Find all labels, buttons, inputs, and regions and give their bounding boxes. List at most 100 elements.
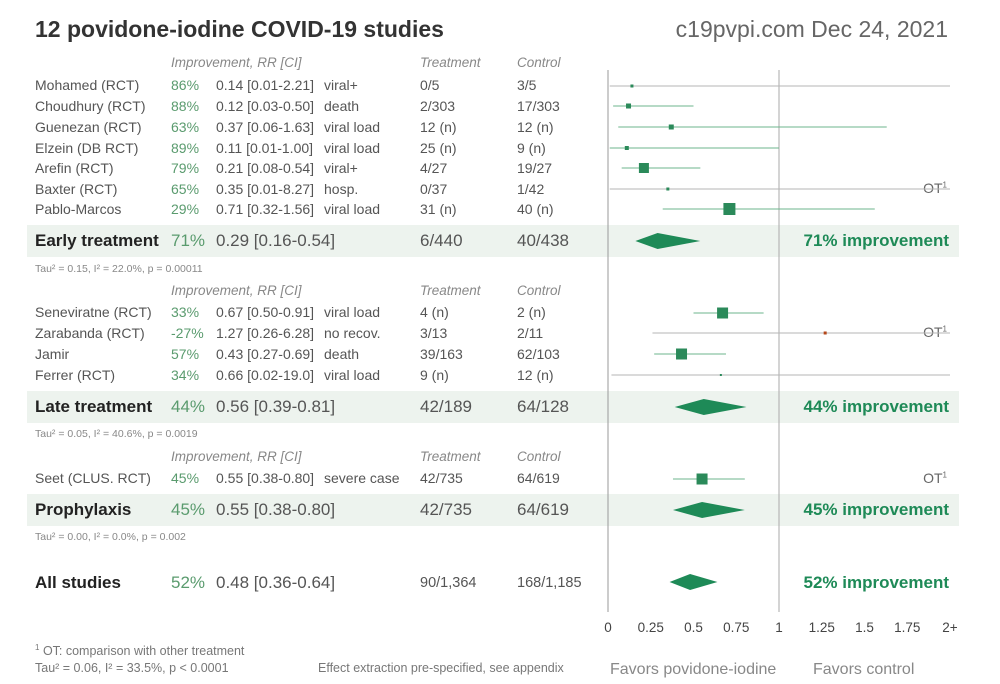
study-marker [630,84,634,88]
summary-improvement: 71% [171,231,206,250]
study-treatment: 0/37 [420,181,448,197]
table-row: Pablo-Marcos 29% 0.71 [0.32-1.56] viral … [0,199,1000,220]
col-header-treatment: Treatment [420,449,481,464]
study-improvement: -27% [171,325,204,341]
study-rr: 1.27 [0.26-6.28] [216,325,315,341]
study-marker [668,124,674,130]
study-rr: 0.71 [0.32-1.56] [216,201,315,217]
summary-band [27,494,959,526]
summary-diamond [672,502,745,518]
study-rr: 0.14 [0.01-2.21] [216,77,315,93]
x-tick-label: 2+ [942,620,958,635]
favors-treatment-label: Favors povidone-iodine [610,661,777,678]
study-outcome: viral load [324,201,381,217]
table-row: Elzein (DB RCT) 89% 0.11 [0.01-1.00] vir… [0,138,1000,159]
study-treatment: 3/13 [420,325,448,341]
heterogeneity-stats: Tau² = 0.05, I² = 40.6%, p = 0.0019 [35,428,198,440]
ot-marker-text: OT [923,324,943,340]
study-name: Elzein (DB RCT) [35,140,139,156]
study-control: 2 (n) [517,304,546,320]
study-marker [666,187,670,191]
page-title: 12 povidone-iodine COVID-19 studies [35,16,444,42]
summary-rr: 0.48 [0.36-0.64] [216,573,336,592]
study-control: 3/5 [517,77,537,93]
study-treatment: 9 (n) [420,367,449,383]
table-row: Seet (CLUS. RCT) 45% 0.55 [0.38-0.80] se… [0,468,1000,489]
study-treatment: 39/163 [420,346,463,362]
study-marker [626,103,632,109]
table-row: Guenezan (RCT) 63% 0.37 [0.06-1.63] vira… [0,117,1000,138]
summary-row-early: Early treatment 71% 0.29 [0.16-0.54] 6/4… [0,225,1000,257]
study-marker [638,163,649,173]
study-improvement: 88% [171,98,200,114]
study-outcome: viral load [324,367,381,383]
summary-improvement: 44% [171,397,206,416]
study-rr: 0.37 [0.06-1.63] [216,119,315,135]
ot-marker-text: OT [923,470,943,486]
study-outcome: viral load [324,304,381,320]
study-control: 17/303 [517,98,560,114]
favors-control-label: Favors control [813,661,915,678]
summary-improvement: 45% [171,500,206,519]
study-treatment: 31 (n) [420,201,457,217]
table-row: Seneviratne (RCT) 33% 0.67 [0.50-0.91] v… [0,302,1000,323]
study-marker [717,307,729,319]
study-outcome: viral+ [324,160,358,176]
study-rr: 0.55 [0.38-0.80] [216,470,315,486]
study-control: 40 (n) [517,201,554,217]
summary-name: Early treatment [35,231,159,250]
study-marker [823,331,827,335]
study-improvement: 34% [171,367,200,383]
table-row: Choudhury (RCT) 88% 0.12 [0.03-0.50] dea… [0,96,1000,117]
study-rr: 0.67 [0.50-0.91] [216,304,315,320]
summary-treatment: 6/440 [420,231,463,250]
study-marker [624,146,629,150]
col-header-improvement: Improvement, RR [CI] [171,283,302,298]
x-tick-label: 1.75 [894,620,921,635]
summary-control: 64/128 [517,397,569,416]
ot-marker: OT1 [923,470,947,486]
summary-control: 64/619 [517,500,569,519]
summary-label: 44% improvement [803,397,950,416]
summary-label: 52% improvement [803,573,950,592]
study-name: Jamir [35,346,70,362]
study-control: 12 (n) [517,119,554,135]
study-improvement: 29% [171,201,200,217]
ot-marker: OT1 [923,324,947,340]
heterogeneity-stats: Tau² = 0.00, I² = 0.0%, p = 0.002 [35,531,186,543]
study-name: Zarabanda (RCT) [35,325,145,341]
summary-name: Late treatment [35,397,153,416]
summary-row-all: All studies 52% 0.48 [0.36-0.64] 90/1,36… [0,567,1000,599]
study-outcome: viral load [324,119,381,135]
study-treatment: 2/303 [420,98,456,114]
study-marker [676,348,688,360]
col-header-improvement: Improvement, RR [CI] [171,449,302,464]
summary-label: 45% improvement [803,500,950,519]
table-row: Jamir 57% 0.43 [0.27-0.69] death 39/163 … [0,344,1000,365]
study-control: 1/42 [517,181,545,197]
col-header-improvement: Improvement, RR [CI] [171,55,302,70]
col-header-treatment: Treatment [420,283,481,298]
ot-marker-sup: 1 [942,324,947,334]
study-marker [696,473,708,485]
study-name: Mohamed (RCT) [35,77,140,93]
table-row: Arefin (RCT) 79% 0.21 [0.08-0.54] viral+… [0,158,1000,179]
study-improvement: 65% [171,181,200,197]
table-row: Ferrer (RCT) 34% 0.66 [0.02-19.0] viral … [0,365,1000,386]
summary-rr: 0.56 [0.39-0.81] [216,397,336,416]
study-outcome: no recov. [324,325,381,341]
summary-rr: 0.55 [0.38-0.80] [216,500,336,519]
summary-row-late: Late treatment 44% 0.56 [0.39-0.81] 42/1… [0,391,1000,423]
study-control: 2/11 [517,325,544,341]
study-improvement: 45% [171,470,200,486]
ot-marker: OT1 [923,180,947,196]
study-outcome: viral+ [324,77,358,93]
study-name: Arefin (RCT) [35,160,114,176]
summary-control: 40/438 [517,231,569,250]
x-tick-label: 0.75 [723,620,750,635]
study-improvement: 89% [171,140,200,156]
study-name: Ferrer (RCT) [35,367,116,383]
study-outcome: severe case [324,470,400,486]
summary-diamond [635,233,701,249]
